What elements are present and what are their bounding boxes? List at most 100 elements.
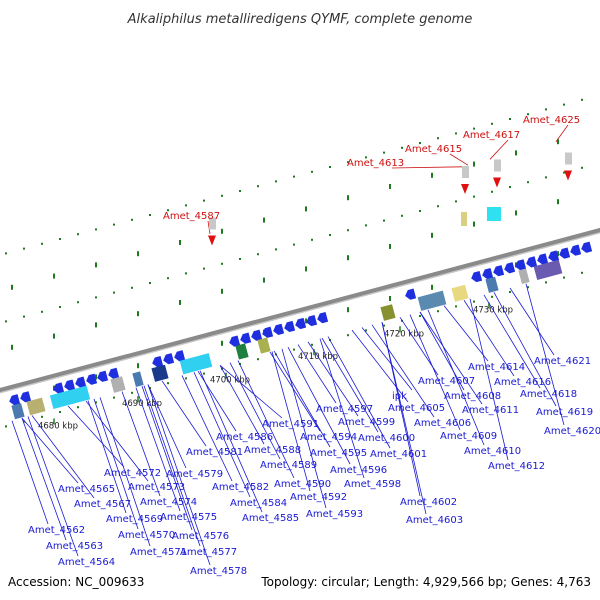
gene-label: Amet_4584: [230, 498, 287, 509]
scale-dot: [167, 277, 169, 280]
scale-dot: [221, 194, 223, 197]
scale-dot: [329, 234, 331, 236]
leader-line: [21, 417, 67, 541]
scale-dot: [311, 238, 313, 241]
scale-dot: [77, 301, 79, 304]
scale-dot: [293, 243, 295, 246]
minus-gene-block: [462, 166, 469, 178]
scale-dot: [167, 382, 169, 385]
scale-dash: [95, 262, 97, 268]
scale-dot: [59, 411, 61, 413]
leader-line: [327, 336, 391, 449]
gene-label: Amet_4610: [464, 446, 521, 457]
leader-line: [229, 362, 281, 460]
gene-label: Amet_4585: [242, 513, 299, 524]
scale-dot: [77, 406, 79, 409]
gene-label: Amet_4625: [523, 115, 580, 126]
scale-dot: [239, 258, 241, 260]
scale-dot: [293, 348, 295, 351]
leader-line: [237, 360, 295, 479]
leader-line: [321, 337, 379, 433]
gene-label: Amet_4574: [140, 497, 197, 508]
scale-dot: [203, 199, 205, 202]
scale-dash: [179, 300, 181, 305]
scale-dash: [263, 217, 265, 223]
scale-dash: [95, 322, 97, 328]
gene-arrow: [152, 356, 164, 368]
gene-label: Amet_4595: [310, 448, 367, 459]
gene-arrow: [64, 379, 76, 391]
gene-label: Amet_4613: [347, 158, 404, 169]
gene-label: Amet_4582: [212, 482, 269, 493]
gene-label: Amet_4589: [260, 460, 317, 471]
scale-dot: [473, 300, 475, 303]
feature-block: [110, 376, 126, 393]
tick-label: 4720 kbp: [384, 329, 424, 339]
feature-block: [151, 364, 169, 382]
scale-dash: [305, 318, 307, 324]
gene-arrow: [262, 326, 274, 338]
scale-dot: [509, 118, 511, 120]
scale-dot: [5, 320, 7, 323]
scale-dot: [437, 137, 439, 140]
gene-arrow: [471, 270, 483, 283]
scale-dash: [431, 284, 433, 290]
gene-label: Amet_4616: [494, 377, 551, 388]
scale-dot: [383, 151, 385, 154]
scale-dash: [137, 363, 139, 369]
leader-line: [443, 305, 489, 362]
scale-dash: [557, 251, 559, 257]
gene-label: Amet_4572: [104, 468, 161, 479]
gene-label: Amet_4609: [440, 431, 497, 442]
scale-dot: [491, 190, 493, 193]
accession-text: Accession: NC_009633: [8, 575, 144, 589]
scale-dot: [365, 329, 367, 332]
gene-label: Amet_4592: [290, 492, 347, 503]
scale-dot: [365, 156, 367, 159]
gene-label: Amet_4605: [388, 403, 445, 414]
scale-dash: [305, 206, 307, 212]
leader-line: [281, 348, 327, 509]
feature-block: [49, 385, 91, 409]
leader-line: [427, 309, 485, 446]
scale-dot: [95, 401, 97, 404]
feature-block: [11, 403, 25, 420]
scale-dot: [113, 396, 115, 399]
scale-dot: [59, 238, 61, 240]
scale-dot: [563, 103, 565, 106]
leader-line: [11, 420, 49, 525]
feature-block: [461, 212, 467, 226]
leader-line: [493, 292, 557, 407]
scale-dot: [257, 358, 259, 361]
scale-dot: [275, 248, 277, 251]
scale-dash: [95, 374, 97, 380]
scale-dot: [419, 210, 421, 212]
leader-line: [199, 370, 263, 513]
gene-label: Amet_4600: [358, 433, 415, 444]
leader-line: [147, 384, 211, 566]
scale-dash: [263, 277, 265, 283]
gene-label: Amet_4590: [274, 479, 331, 490]
scale-dot: [185, 204, 187, 207]
gene-arrow: [53, 382, 65, 394]
scale-dot: [257, 185, 259, 188]
scale-dash: [389, 244, 391, 249]
tick-label: 4700 kbp: [210, 376, 250, 386]
scale-dot: [383, 324, 385, 327]
gene-label: Amet_4619: [536, 407, 593, 418]
leader-line: [509, 287, 555, 356]
leader-line: [31, 415, 95, 499]
scale-dot: [131, 286, 133, 289]
scale-dash: [137, 311, 139, 317]
scale-dot: [455, 305, 457, 308]
scale-dash: [221, 228, 223, 234]
scale-dot: [581, 166, 583, 169]
gene-label: Amet_4603: [406, 515, 463, 526]
gene-arrow: [108, 367, 120, 379]
gene-arrow: [482, 268, 494, 280]
leader-line: [85, 400, 149, 482]
gene-label: Amet_4617: [463, 130, 520, 141]
scale-dot: [77, 233, 79, 236]
feature-block: [533, 259, 563, 280]
gene-arrow: [240, 332, 252, 344]
